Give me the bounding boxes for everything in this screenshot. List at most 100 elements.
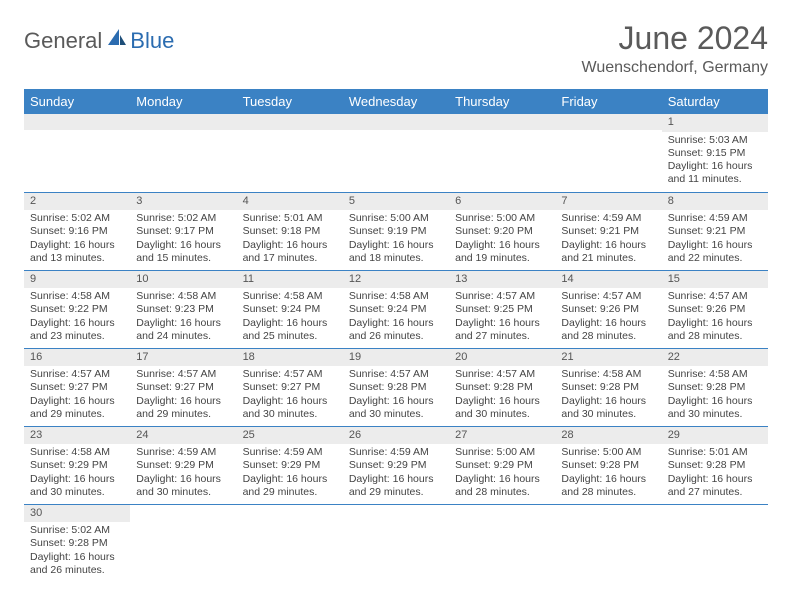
day-content: Sunrise: 4:57 AMSunset: 9:26 PMDaylight:… (662, 288, 768, 347)
daylight-text: Daylight: 16 hours and 25 minutes. (243, 317, 337, 343)
day-content: Sunrise: 4:57 AMSunset: 9:27 PMDaylight:… (237, 366, 343, 425)
title-block: June 2024 Wuenschendorf, Germany (582, 20, 768, 77)
day-content: Sunrise: 5:00 AMSunset: 9:19 PMDaylight:… (343, 210, 449, 269)
calendar-row: 16Sunrise: 4:57 AMSunset: 9:27 PMDayligh… (24, 348, 768, 426)
daylight-text: Daylight: 16 hours and 18 minutes. (349, 239, 443, 265)
daylight-text: Daylight: 16 hours and 21 minutes. (561, 239, 655, 265)
daylight-text: Daylight: 16 hours and 29 minutes. (349, 473, 443, 499)
sunrise-text: Sunrise: 5:00 AM (561, 446, 655, 459)
day-number: 21 (555, 349, 661, 367)
day-number: 7 (555, 193, 661, 211)
sunset-text: Sunset: 9:25 PM (455, 303, 549, 316)
daylight-text: Daylight: 16 hours and 30 minutes. (561, 395, 655, 421)
calendar-cell: 4Sunrise: 5:01 AMSunset: 9:18 PMDaylight… (237, 192, 343, 270)
day-content: Sunrise: 4:57 AMSunset: 9:25 PMDaylight:… (449, 288, 555, 347)
calendar-cell: 5Sunrise: 5:00 AMSunset: 9:19 PMDaylight… (343, 192, 449, 270)
calendar-cell: 26Sunrise: 4:59 AMSunset: 9:29 PMDayligh… (343, 426, 449, 504)
daylight-text: Daylight: 16 hours and 24 minutes. (136, 317, 230, 343)
sunrise-text: Sunrise: 5:03 AM (668, 134, 762, 147)
daylight-text: Daylight: 16 hours and 28 minutes. (561, 317, 655, 343)
logo-text-blue: Blue (130, 28, 174, 54)
sunset-text: Sunset: 9:28 PM (561, 459, 655, 472)
sunrise-text: Sunrise: 4:57 AM (668, 290, 762, 303)
day-number: 2 (24, 193, 130, 211)
calendar-cell (555, 114, 661, 192)
day-number: 28 (555, 427, 661, 445)
sunset-text: Sunset: 9:23 PM (136, 303, 230, 316)
month-title: June 2024 (582, 20, 768, 57)
daylight-text: Daylight: 16 hours and 30 minutes. (136, 473, 230, 499)
day-number: 13 (449, 271, 555, 289)
day-number: 5 (343, 193, 449, 211)
sunrise-text: Sunrise: 4:58 AM (243, 290, 337, 303)
day-content: Sunrise: 4:59 AMSunset: 9:29 PMDaylight:… (237, 444, 343, 503)
empty-day-number (343, 114, 449, 130)
calendar-cell: 27Sunrise: 5:00 AMSunset: 9:29 PMDayligh… (449, 426, 555, 504)
day-number: 14 (555, 271, 661, 289)
daylight-text: Daylight: 16 hours and 28 minutes. (668, 317, 762, 343)
calendar-cell (130, 114, 236, 192)
daylight-text: Daylight: 16 hours and 23 minutes. (30, 317, 124, 343)
day-number: 18 (237, 349, 343, 367)
calendar-cell (343, 114, 449, 192)
day-content: Sunrise: 4:59 AMSunset: 9:29 PMDaylight:… (130, 444, 236, 503)
day-content: Sunrise: 4:58 AMSunset: 9:28 PMDaylight:… (555, 366, 661, 425)
daylight-text: Daylight: 16 hours and 30 minutes. (243, 395, 337, 421)
daylight-text: Daylight: 16 hours and 13 minutes. (30, 239, 124, 265)
sunset-text: Sunset: 9:15 PM (668, 147, 762, 160)
logo-text-general: General (24, 28, 102, 54)
day-content: Sunrise: 4:57 AMSunset: 9:27 PMDaylight:… (130, 366, 236, 425)
empty-day-number (24, 114, 130, 130)
sunset-text: Sunset: 9:27 PM (243, 381, 337, 394)
daylight-text: Daylight: 16 hours and 19 minutes. (455, 239, 549, 265)
sunrise-text: Sunrise: 5:02 AM (30, 524, 124, 537)
sunrise-text: Sunrise: 5:02 AM (30, 212, 124, 225)
sunset-text: Sunset: 9:24 PM (349, 303, 443, 316)
calendar-cell (555, 504, 661, 582)
daylight-text: Daylight: 16 hours and 29 minutes. (136, 395, 230, 421)
daylight-text: Daylight: 16 hours and 30 minutes. (349, 395, 443, 421)
calendar-cell: 15Sunrise: 4:57 AMSunset: 9:26 PMDayligh… (662, 270, 768, 348)
sunrise-text: Sunrise: 4:58 AM (561, 368, 655, 381)
calendar-row: 2Sunrise: 5:02 AMSunset: 9:16 PMDaylight… (24, 192, 768, 270)
sunrise-text: Sunrise: 4:58 AM (349, 290, 443, 303)
sunset-text: Sunset: 9:29 PM (30, 459, 124, 472)
day-number: 3 (130, 193, 236, 211)
sunrise-text: Sunrise: 4:57 AM (561, 290, 655, 303)
sunrise-text: Sunrise: 4:58 AM (668, 368, 762, 381)
day-content: Sunrise: 4:58 AMSunset: 9:24 PMDaylight:… (343, 288, 449, 347)
day-number: 17 (130, 349, 236, 367)
daylight-text: Daylight: 16 hours and 27 minutes. (668, 473, 762, 499)
sunset-text: Sunset: 9:29 PM (349, 459, 443, 472)
day-content: Sunrise: 4:59 AMSunset: 9:29 PMDaylight:… (343, 444, 449, 503)
calendar-cell: 29Sunrise: 5:01 AMSunset: 9:28 PMDayligh… (662, 426, 768, 504)
day-number: 9 (24, 271, 130, 289)
sunrise-text: Sunrise: 4:57 AM (30, 368, 124, 381)
sunrise-text: Sunrise: 4:57 AM (455, 368, 549, 381)
calendar-cell: 3Sunrise: 5:02 AMSunset: 9:17 PMDaylight… (130, 192, 236, 270)
sunrise-text: Sunrise: 4:57 AM (243, 368, 337, 381)
day-content: Sunrise: 4:57 AMSunset: 9:28 PMDaylight:… (343, 366, 449, 425)
day-content: Sunrise: 4:59 AMSunset: 9:21 PMDaylight:… (555, 210, 661, 269)
sunset-text: Sunset: 9:20 PM (455, 225, 549, 238)
day-number: 16 (24, 349, 130, 367)
sunset-text: Sunset: 9:29 PM (455, 459, 549, 472)
day-content: Sunrise: 5:00 AMSunset: 9:29 PMDaylight:… (449, 444, 555, 503)
sunrise-text: Sunrise: 4:59 AM (561, 212, 655, 225)
calendar-cell: 6Sunrise: 5:00 AMSunset: 9:20 PMDaylight… (449, 192, 555, 270)
day-content: Sunrise: 5:02 AMSunset: 9:28 PMDaylight:… (24, 522, 130, 581)
day-content: Sunrise: 5:00 AMSunset: 9:20 PMDaylight:… (449, 210, 555, 269)
calendar-cell (449, 114, 555, 192)
daylight-text: Daylight: 16 hours and 30 minutes. (455, 395, 549, 421)
header: General Blue June 2024 Wuenschendorf, Ge… (24, 20, 768, 77)
daylight-text: Daylight: 16 hours and 15 minutes. (136, 239, 230, 265)
sunset-text: Sunset: 9:17 PM (136, 225, 230, 238)
calendar-cell: 25Sunrise: 4:59 AMSunset: 9:29 PMDayligh… (237, 426, 343, 504)
sunrise-text: Sunrise: 4:57 AM (455, 290, 549, 303)
day-content: Sunrise: 5:02 AMSunset: 9:16 PMDaylight:… (24, 210, 130, 269)
calendar-cell: 7Sunrise: 4:59 AMSunset: 9:21 PMDaylight… (555, 192, 661, 270)
sunrise-text: Sunrise: 5:00 AM (455, 212, 549, 225)
sunset-text: Sunset: 9:21 PM (561, 225, 655, 238)
sunrise-text: Sunrise: 4:59 AM (349, 446, 443, 459)
sunset-text: Sunset: 9:29 PM (243, 459, 337, 472)
